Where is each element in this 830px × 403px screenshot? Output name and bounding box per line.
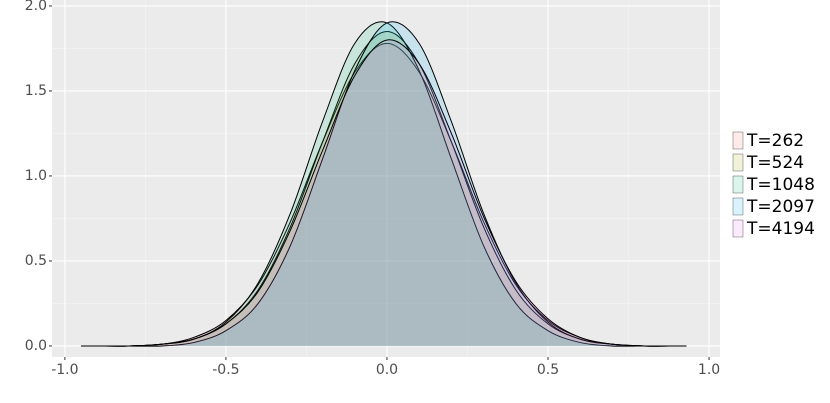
y-tick-label: 2.0 bbox=[25, 0, 47, 14]
density-line bbox=[80, 21, 687, 347]
x-tick-label: 0.5 bbox=[537, 362, 559, 378]
y-tick-label: 0.0 bbox=[25, 338, 47, 354]
plot-panel bbox=[52, 0, 720, 357]
density-line bbox=[80, 39, 687, 347]
x-tick-label: 0.0 bbox=[376, 362, 398, 378]
x-tick-label: -0.5 bbox=[212, 362, 239, 378]
legend-label: T=262 bbox=[746, 131, 804, 151]
x-tick-label: -1.0 bbox=[51, 362, 78, 378]
legend-label: T=524 bbox=[746, 153, 804, 173]
y-tick-label: 1.5 bbox=[25, 83, 47, 99]
density-area bbox=[80, 39, 687, 347]
legend-key bbox=[732, 219, 744, 238]
density-area bbox=[80, 21, 687, 347]
x-tick-label: 1.0 bbox=[698, 362, 720, 378]
legend-key bbox=[732, 153, 744, 172]
density-area bbox=[80, 43, 687, 347]
y-tick-label: 0.5 bbox=[25, 253, 47, 269]
density-area bbox=[80, 21, 687, 347]
legend-key bbox=[732, 197, 744, 216]
legend-label: T=1048 bbox=[746, 175, 815, 195]
legend-key bbox=[732, 175, 744, 194]
legend-label: T=2097 bbox=[746, 197, 815, 217]
legend-label: T=4194 bbox=[746, 219, 815, 239]
y-tick-label: 1.0 bbox=[25, 168, 47, 184]
density-area bbox=[80, 31, 687, 347]
legend-key bbox=[732, 131, 744, 150]
